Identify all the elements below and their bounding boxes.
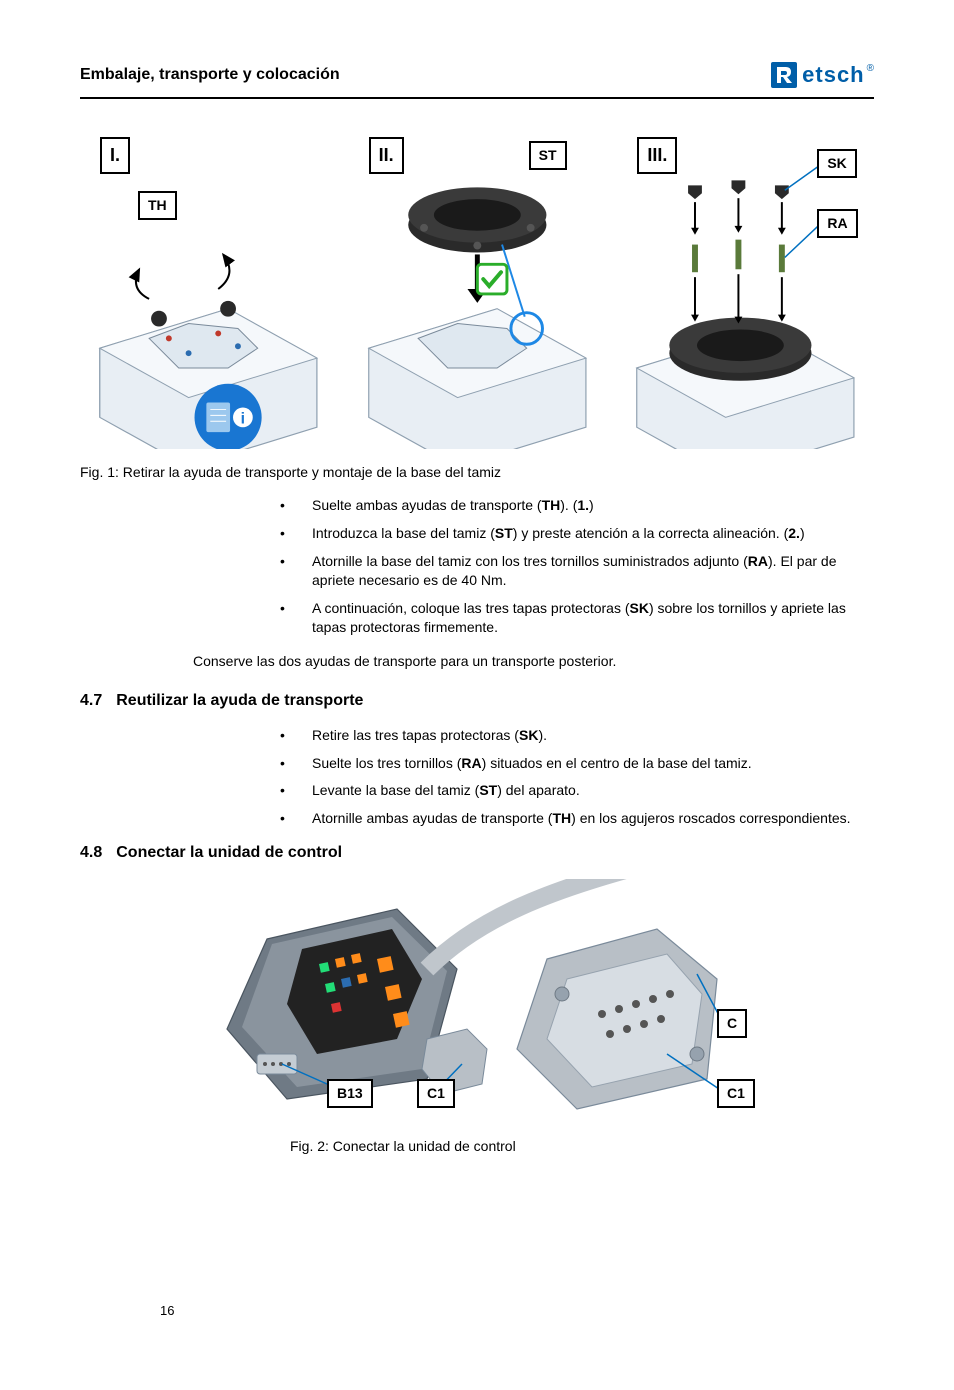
section-number: 4.8 xyxy=(80,842,102,864)
bullet-icon: • xyxy=(280,552,288,591)
bullet-icon: • xyxy=(280,726,288,746)
bullet-text: Levante la base del tamiz (ST) del apara… xyxy=(312,781,874,801)
list-item: • Introduzca la base del tamiz (ST) y pr… xyxy=(280,524,874,544)
device-illustration-2 xyxy=(349,129,606,449)
callout-th: TH xyxy=(138,191,177,221)
bullet-text: Suelte los tres tornillos (RA) situados … xyxy=(312,754,874,774)
list-item: • Retire las tres tapas protectoras (SK)… xyxy=(280,726,874,746)
brand-logo: etsch ® xyxy=(771,60,874,91)
panel-roman-2: II. xyxy=(369,137,404,174)
bullet-icon: • xyxy=(280,781,288,801)
callout-sk: SK xyxy=(817,149,856,179)
bullet-text: Introduzca la base del tamiz (ST) y pres… xyxy=(312,524,874,544)
list-item: • Suelte ambas ayudas de transporte (TH)… xyxy=(280,496,874,516)
figure-1-panel-2: II. ST xyxy=(349,129,606,449)
list-item: • Atornille ambas ayudas de transporte (… xyxy=(280,809,874,829)
header-title: Embalaje, transporte y colocación xyxy=(80,64,340,86)
bullet-icon: • xyxy=(280,809,288,829)
panel-roman-3: III. xyxy=(637,137,677,174)
section-4-8-heading: 4.8 Conectar la unidad de control xyxy=(80,842,874,864)
panel-roman-1: I. xyxy=(100,137,130,174)
section-4-7-heading: 4.7 Reutilizar la ayuda de transporte xyxy=(80,690,874,712)
logo-r-icon xyxy=(771,62,797,88)
callout-st: ST xyxy=(529,141,567,171)
bullet-icon: • xyxy=(280,754,288,774)
callout-c: C xyxy=(717,1009,747,1039)
bullet-list-1: • Suelte ambas ayudas de transporte (TH)… xyxy=(280,496,874,638)
figure-1-panel-1: i I. TH xyxy=(80,129,337,449)
bullet-text: Retire las tres tapas protectoras (SK). xyxy=(312,726,874,746)
bullet-text: Atornille ambas ayudas de transporte (TH… xyxy=(312,809,874,829)
figure-1-panel-3: III. SK RA xyxy=(617,129,874,449)
bullet-icon: • xyxy=(280,496,288,516)
svg-text:i: i xyxy=(241,410,245,427)
list-item: • Atornille la base del tamiz con los tr… xyxy=(280,552,874,591)
figure-1-row: i I. TH II. ST xyxy=(80,129,874,449)
callout-b13: B13 xyxy=(327,1079,373,1109)
list-item: • Suelte los tres tornillos (RA) situado… xyxy=(280,754,874,774)
logo-text: etsch xyxy=(802,60,864,91)
logo-registered: ® xyxy=(867,62,874,76)
figure-2-illustration xyxy=(197,879,757,1129)
section-title: Reutilizar la ayuda de transporte xyxy=(116,690,363,712)
callout-c1-left: C1 xyxy=(417,1079,455,1109)
bullet-icon: • xyxy=(280,524,288,544)
list-item: • A continuación, coloque las tres tapas… xyxy=(280,599,874,638)
figure-2-wrap: B13 C1 C C1 xyxy=(80,879,874,1129)
page-number: 16 xyxy=(160,1302,174,1320)
list-item: • Levante la base del tamiz (ST) del apa… xyxy=(280,781,874,801)
figure-1-caption: Fig. 1: Retirar la ayuda de transporte y… xyxy=(80,463,874,483)
figure-2-caption: Fig. 2: Conectar la unidad de control xyxy=(290,1137,874,1157)
bullet-text: Suelte ambas ayudas de transporte (TH). … xyxy=(312,496,874,516)
page-header: Embalaje, transporte y colocación etsch … xyxy=(80,60,874,99)
bullet-icon: • xyxy=(280,599,288,638)
section-title: Conectar la unidad de control xyxy=(116,842,342,864)
device-illustration-1: i xyxy=(80,129,337,449)
bullet-text: Atornille la base del tamiz con los tres… xyxy=(312,552,874,591)
callout-ra: RA xyxy=(817,209,857,239)
section-number: 4.7 xyxy=(80,690,102,712)
figure-2-inner: B13 C1 C C1 xyxy=(197,879,757,1129)
callout-c1-right: C1 xyxy=(717,1079,755,1109)
bullet-text: A continuación, coloque las tres tapas p… xyxy=(312,599,874,638)
bullet-list-2: • Retire las tres tapas protectoras (SK)… xyxy=(280,726,874,828)
preserve-note: Conserve las dos ayudas de transporte pa… xyxy=(193,652,874,672)
